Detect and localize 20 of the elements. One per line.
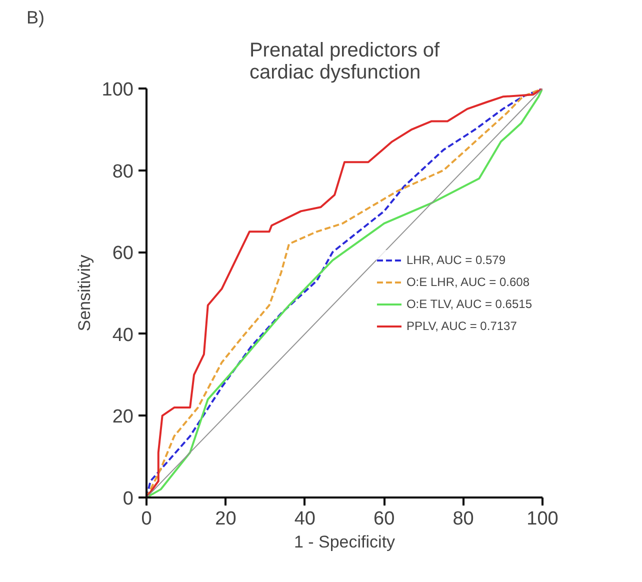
legend-label: O:E TLV, AUC = 0.6515 — [406, 296, 532, 310]
y-tick-label: 20 — [112, 406, 134, 428]
x-tick-label: 80 — [452, 508, 474, 530]
x-tick-label: 20 — [215, 508, 236, 530]
y-axis-title: Sensitivity — [74, 254, 94, 332]
x-tick-label: 40 — [294, 508, 316, 530]
x-tick-label: 100 — [526, 508, 558, 530]
y-tick-label: 0 — [122, 488, 134, 510]
legend-label: O:E LHR, AUC = 0.608 — [406, 274, 530, 288]
chart-title: Prenatal predictors of cardiac dysfunction — [249, 40, 440, 84]
legend-label: LHR, AUC = 0.579 — [406, 252, 506, 266]
x-axis-title: 1 - Specificity — [294, 532, 396, 552]
y-tick-label: 60 — [112, 243, 134, 264]
y-tick-label: 80 — [112, 161, 134, 182]
legend-label: PPLV, AUC = 0.7137 — [406, 318, 517, 332]
x-tick-label: 60 — [374, 508, 395, 530]
y-tick-label: 100 — [102, 80, 134, 100]
x-tick-label: 0 — [141, 508, 152, 530]
y-tick-label: 40 — [112, 324, 134, 346]
text: B) — [26, 8, 44, 28]
